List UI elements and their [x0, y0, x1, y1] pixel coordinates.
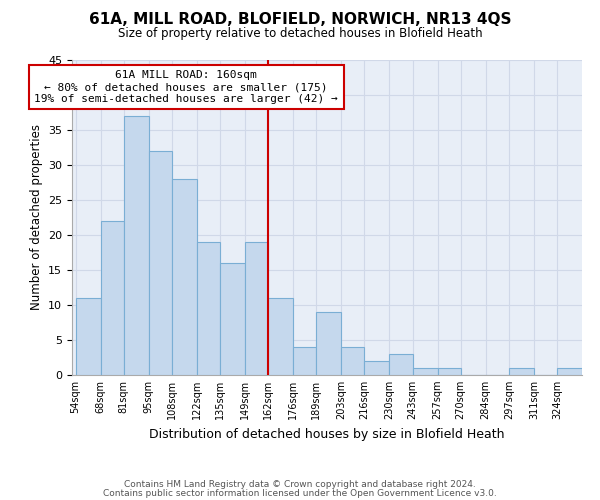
Text: Contains HM Land Registry data © Crown copyright and database right 2024.: Contains HM Land Registry data © Crown c… — [124, 480, 476, 489]
Bar — [149, 151, 172, 375]
Bar — [437, 368, 461, 375]
Text: 61A MILL ROAD: 160sqm
← 80% of detached houses are smaller (175)
19% of semi-det: 61A MILL ROAD: 160sqm ← 80% of detached … — [34, 70, 338, 104]
Bar — [101, 221, 124, 375]
Bar — [389, 354, 413, 375]
Bar — [316, 312, 341, 375]
Bar — [124, 116, 149, 375]
Bar — [76, 298, 101, 375]
Text: 61A, MILL ROAD, BLOFIELD, NORWICH, NR13 4QS: 61A, MILL ROAD, BLOFIELD, NORWICH, NR13 … — [89, 12, 511, 28]
Text: Size of property relative to detached houses in Blofield Heath: Size of property relative to detached ho… — [118, 28, 482, 40]
Bar — [172, 179, 197, 375]
Bar — [557, 368, 582, 375]
Bar — [268, 298, 293, 375]
Bar — [293, 347, 316, 375]
Bar — [509, 368, 534, 375]
Bar — [245, 242, 268, 375]
X-axis label: Distribution of detached houses by size in Blofield Heath: Distribution of detached houses by size … — [149, 428, 505, 440]
Bar — [364, 361, 389, 375]
Bar — [341, 347, 364, 375]
Y-axis label: Number of detached properties: Number of detached properties — [29, 124, 43, 310]
Bar — [413, 368, 437, 375]
Bar — [197, 242, 220, 375]
Text: Contains public sector information licensed under the Open Government Licence v3: Contains public sector information licen… — [103, 488, 497, 498]
Bar — [220, 263, 245, 375]
